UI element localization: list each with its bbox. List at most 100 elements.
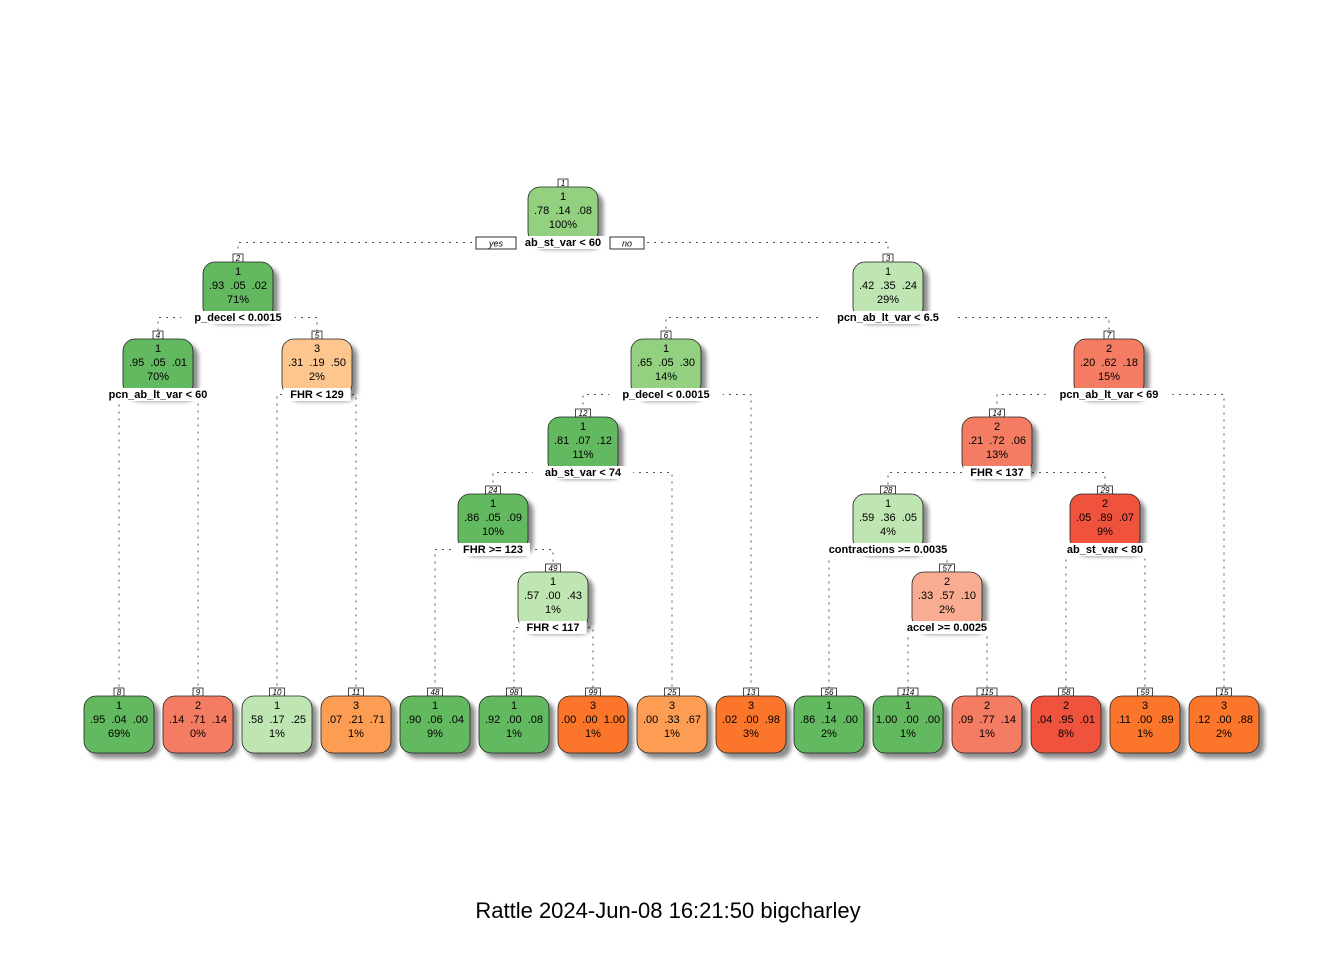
tree-edge	[1065, 549, 1105, 692]
node-number: 7	[1107, 331, 1112, 340]
split-label-bg	[1054, 543, 1156, 556]
split-label-bg	[963, 466, 1031, 479]
node-probabilities: .58 .17 .25	[248, 714, 306, 726]
tree-edge	[907, 627, 947, 692]
tree-edge	[317, 394, 357, 692]
node-number: 49	[549, 564, 558, 573]
node-probabilities: .14 .71 .14	[169, 714, 227, 726]
node-class: 3	[1221, 700, 1227, 712]
tree-node: 29 2 .05 .89 .07 9% ab_st_var < 80	[1054, 485, 1156, 556]
node-class: 1	[432, 700, 438, 712]
split-label-bg	[532, 466, 634, 479]
tree-edge	[828, 549, 888, 692]
node-percent: 13%	[986, 449, 1008, 461]
node-number: 6	[664, 331, 669, 340]
tree-node: 48 1 .90 .06 .04 9%	[399, 687, 471, 754]
node-class: 1	[155, 343, 161, 355]
node-percent: 1%	[545, 604, 561, 616]
node-class: 1	[274, 700, 280, 712]
split-label-bg	[821, 311, 955, 324]
node-percent: 71%	[227, 294, 249, 306]
tree-edge	[947, 627, 988, 692]
tree-edge	[158, 394, 199, 692]
tree-edge	[887, 472, 997, 490]
tree-edge	[996, 394, 1109, 413]
node-number: 3	[886, 254, 891, 263]
tree-node: 7 2 .20 .62 .18 15% pcn_ab_lt_var < 69	[1045, 330, 1173, 401]
node-percent: 2%	[939, 604, 955, 616]
node-percent: 9%	[1097, 526, 1113, 538]
no-label: no	[622, 239, 632, 249]
tree-node: 11 3 .07 .21 .71 1%	[320, 687, 392, 754]
node-percent: 1%	[664, 728, 680, 740]
tree-node: 1 1 .78 .14 .08 100% ab_st_var < 60	[512, 178, 614, 249]
split-label-bg	[512, 236, 614, 249]
node-box	[557, 695, 629, 754]
node-box	[872, 695, 944, 754]
node-percent: 10%	[482, 526, 504, 538]
node-box	[162, 695, 234, 754]
tree-node: 59 3 .11 .00 .89 1%	[1109, 687, 1181, 754]
node-class: 2	[1106, 343, 1112, 355]
node-number: 1	[561, 179, 565, 188]
node-number: 115	[981, 688, 994, 697]
tree-edges	[118, 242, 1225, 692]
node-probabilities: .95 .05 .01	[129, 357, 187, 369]
node-number: 11	[352, 688, 360, 697]
tree-node: 10 1 .58 .17 .25 1%	[241, 687, 313, 754]
split-label-bg	[519, 621, 587, 634]
node-percent: 1%	[585, 728, 601, 740]
node-number: 98	[510, 688, 519, 697]
split-condition: ab_st_var < 74	[545, 467, 622, 479]
tree-edge	[157, 317, 238, 335]
no-label-box	[609, 236, 645, 250]
tree-edge	[666, 394, 752, 692]
node-percent: 1%	[900, 728, 916, 740]
node-number: 14	[993, 409, 1002, 418]
node-percent: 8%	[1058, 728, 1074, 740]
tree-node: 3 1 .42 .35 .24 29% pcn_ab_lt_var < 6.5	[821, 253, 955, 324]
node-number: 13	[747, 688, 756, 697]
tree-node: 2 1 .93 .05 .02 71% p_decel < 0.0015	[181, 253, 295, 324]
node-probabilities: .11 .00 .89	[1116, 714, 1173, 726]
tree-edge	[583, 472, 673, 692]
node-box	[636, 695, 708, 754]
node-class: 1	[116, 700, 122, 712]
node-percent: 2%	[1216, 728, 1232, 740]
tree-edge	[238, 317, 318, 335]
node-percent: 4%	[880, 526, 896, 538]
node-class: 1	[490, 498, 496, 510]
split-label-bg	[181, 311, 295, 324]
node-class: 3	[748, 700, 754, 712]
split-condition: p_decel < 0.0015	[622, 389, 709, 401]
tree-node: 12 1 .81 .07 .12 11% ab_st_var < 74	[532, 408, 634, 479]
tree-edge	[997, 472, 1106, 490]
node-probabilities: .12 .00 .88	[1195, 714, 1253, 726]
node-number: 9	[196, 688, 201, 697]
node-percent: 14%	[655, 371, 677, 383]
node-class: 2	[994, 421, 1000, 433]
split-label-bg	[283, 388, 351, 401]
split-condition: FHR >= 123	[463, 544, 523, 556]
node-probabilities: .81 .07 .12	[554, 435, 612, 447]
node-probabilities: .31 .19 .50	[288, 357, 346, 369]
node-percent: 11%	[572, 449, 593, 461]
node-probabilities: .21 .72 .06	[968, 435, 1026, 447]
tree-node: 99 3 .00 .00 1.00 1%	[557, 687, 629, 754]
node-probabilities: .42 .35 .24	[859, 280, 917, 292]
tree-edge	[276, 394, 317, 692]
node-percent: 0%	[190, 728, 206, 740]
node-number: 25	[667, 688, 677, 697]
node-box	[320, 695, 392, 754]
node-probabilities: .00 .00 1.00	[561, 714, 625, 726]
node-percent: 15%	[1098, 371, 1120, 383]
node-number: 4	[156, 331, 161, 340]
yes-label-box	[475, 236, 517, 250]
tree-node: 24 1 .86 .05 .09 10% FHR >= 123	[456, 485, 530, 556]
node-class: 3	[669, 700, 675, 712]
node-probabilities: .78 .14 .08	[534, 205, 592, 217]
node-box	[83, 695, 155, 754]
tree-node: 115 2 .09 .77 .14 1%	[951, 687, 1023, 754]
